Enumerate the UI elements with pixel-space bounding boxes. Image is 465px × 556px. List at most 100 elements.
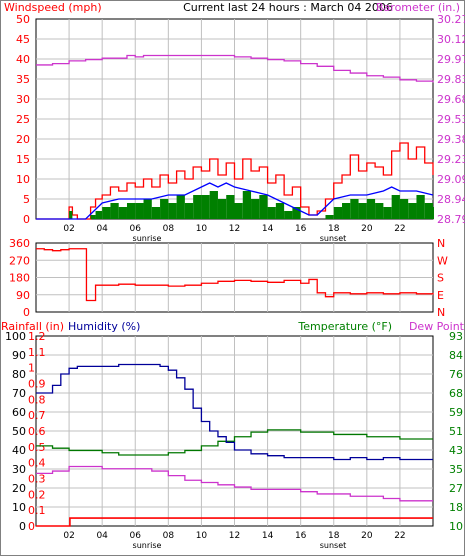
y-tick-label: 29.83 — [437, 73, 465, 86]
direction-series — [36, 248, 434, 302]
temperature-grid — [36, 336, 433, 526]
y-tick-label: 30.12 — [437, 33, 465, 46]
y-tick-label: 5 — [23, 193, 30, 206]
y-tick-label: 180 — [9, 272, 30, 285]
humidity-line — [36, 363, 433, 461]
y-tick-label: 50 — [16, 13, 30, 26]
temperature-x-ticks: 02 04 06 08 10 12 14 16 18 20 22 — [63, 531, 405, 541]
dewpoint-axis-label: Dew Point — [409, 320, 465, 333]
x-tick-label: 06 — [130, 531, 142, 541]
y-tick-label: 0.4 — [28, 457, 46, 470]
wind-series — [36, 54, 434, 220]
x-tick-label: 18 — [328, 224, 340, 234]
x-tick-label: 22 — [394, 224, 405, 234]
sunrise-label-wind: sunrise — [133, 234, 162, 243]
rainfall-axis-label: Rainfall (in) — [1, 320, 64, 333]
y-tick-label: 0 — [19, 520, 26, 533]
y-tick-label: 68 — [449, 387, 463, 400]
y-tick-label: 1.2 — [28, 330, 46, 343]
windspeed-bar — [168, 203, 177, 219]
compass-label: N — [437, 237, 445, 250]
y-tick-label: 43 — [449, 444, 463, 457]
windspeed-bar — [209, 191, 218, 219]
average-wind-line — [36, 182, 434, 220]
y-tick-label: 18 — [449, 501, 463, 514]
windspeed-bar — [135, 203, 144, 219]
windspeed-bar — [358, 203, 367, 219]
y-tick-label: 29.09 — [437, 173, 465, 186]
temperature-axis-label: Temperature (°F) — [297, 320, 392, 333]
windspeed-bar — [259, 195, 268, 219]
sunset-label-temp: sunset — [320, 541, 347, 550]
y-tick-label: 45 — [16, 33, 30, 46]
windspeed-bar — [325, 215, 334, 219]
windspeed-bar — [424, 203, 433, 219]
y-tick-label: 30 — [16, 93, 30, 106]
x-tick-label: 20 — [361, 531, 373, 541]
windspeed-bar — [110, 203, 119, 219]
x-tick-label: 08 — [163, 531, 175, 541]
y-tick-label: 15 — [16, 153, 30, 166]
windspeed-bar — [267, 207, 276, 219]
rain-y-ticks: 1.2 1.1 1 0.9 0.8 0.7 0.6 0.5 0.4 0.3 0.2 0.1 0 — [28, 330, 46, 533]
y-tick-label: 0 — [28, 520, 35, 533]
x-tick-label: 14 — [262, 531, 274, 541]
windspeed-bar — [391, 195, 400, 219]
gust-line — [36, 142, 434, 220]
x-tick-label: 16 — [295, 531, 307, 541]
y-tick-label: 270 — [9, 254, 30, 267]
y-tick-label: 0.2 — [28, 488, 46, 501]
y-tick-label: 59 — [449, 406, 463, 419]
windspeed-axis-label: Windspeed (mph) — [4, 1, 102, 14]
windspeed-bar — [375, 203, 384, 219]
windspeed-bar — [242, 191, 252, 219]
y-tick-label: 29.38 — [437, 133, 465, 146]
x-tick-label: 06 — [130, 224, 142, 234]
y-tick-label: 93 — [449, 330, 463, 343]
y-tick-label: 51 — [449, 425, 463, 438]
y-tick-label: 1.1 — [28, 346, 46, 359]
y-tick-label: 30.27 — [437, 13, 465, 26]
x-tick-label: 10 — [196, 531, 208, 541]
y-tick-label: 0 — [23, 213, 30, 226]
windspeed-bar — [333, 207, 343, 219]
y-tick-label: 0.8 — [28, 393, 46, 406]
y-tick-label: 0.9 — [28, 378, 46, 391]
y-tick-label: 10 — [16, 173, 30, 186]
y-tick-label: 29.97 — [437, 53, 465, 66]
windspeed-bar — [366, 199, 376, 219]
y-tick-label: 29.53 — [437, 113, 465, 126]
wind-direction-line — [36, 248, 434, 302]
y-tick-label: 0.5 — [28, 441, 46, 454]
windspeed-bar — [284, 211, 293, 219]
windspeed-bar — [408, 203, 417, 219]
windspeed-bar — [176, 195, 185, 219]
windspeed-bar — [126, 203, 136, 219]
sunrise-label-temp: sunrise — [133, 541, 162, 550]
temperature-series — [36, 363, 433, 527]
windspeed-bar — [226, 195, 235, 219]
windspeed-bar — [350, 199, 359, 219]
x-tick-label: 10 — [196, 224, 208, 234]
windspeed-bar — [95, 211, 103, 219]
rainfall-line — [36, 517, 433, 527]
y-tick-label: 35 — [16, 73, 30, 86]
sunset-label-wind: sunset — [320, 234, 347, 243]
dewpoint-line — [36, 465, 433, 502]
windspeed-bar — [433, 207, 434, 219]
y-tick-label: 20 — [16, 133, 30, 146]
windspeed-bar — [383, 207, 392, 219]
x-tick-label: 04 — [96, 531, 108, 541]
chart-title: Current last 24 hours : March 04 2006 — [183, 1, 393, 14]
x-tick-label: 12 — [229, 531, 240, 541]
y-tick-label: 40 — [12, 444, 26, 457]
direction-y-ticks: 360 270 180 90 0 — [9, 237, 30, 319]
barometer-y-ticks: 30.27 30.12 29.97 29.83 29.68 29.53 29.38 29.23… — [437, 13, 465, 226]
windspeed-bar — [118, 207, 127, 219]
x-tick-label: 08 — [163, 224, 175, 234]
windspeed-bar — [102, 207, 111, 219]
compass-label: N — [437, 306, 445, 319]
